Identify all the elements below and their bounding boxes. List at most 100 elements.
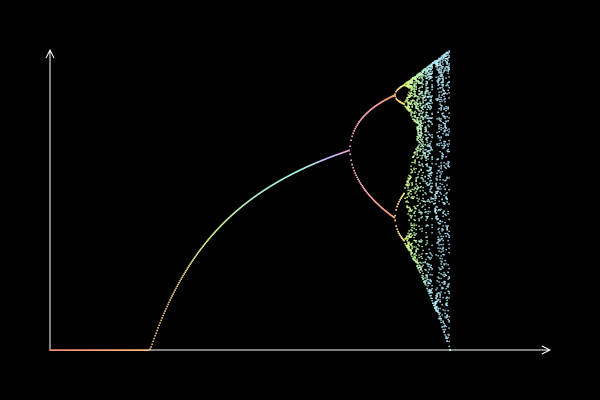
data-point [448, 143, 450, 145]
data-point [435, 289, 437, 291]
data-point [410, 244, 412, 246]
data-point [292, 172, 294, 175]
data-point [442, 63, 444, 65]
data-point [443, 56, 445, 58]
data-point [421, 76, 423, 78]
data-point [426, 103, 428, 106]
data-point [427, 174, 429, 177]
data-point [447, 286, 449, 288]
data-point [356, 176, 358, 179]
data-point [407, 179, 409, 182]
data-point [417, 176, 419, 178]
data-point [427, 158, 429, 160]
data-point [438, 292, 440, 294]
data-point [418, 270, 420, 272]
data-point [447, 53, 449, 55]
data-point [273, 183, 275, 185]
data-point [430, 117, 432, 119]
data-point [316, 161, 318, 164]
data-point [408, 83, 410, 85]
data-point [349, 145, 351, 147]
data-point [420, 135, 422, 137]
data-point [351, 135, 353, 138]
data-point [433, 304, 435, 306]
data-point [424, 74, 426, 77]
data-point [448, 55, 450, 57]
data-point [434, 202, 436, 204]
data-point [429, 169, 431, 172]
data-point [442, 235, 444, 238]
data-point [433, 203, 435, 205]
data-point [430, 294, 432, 297]
data-point [416, 118, 418, 120]
data-point [429, 144, 431, 146]
data-point [116, 349, 118, 351]
data-point [410, 87, 412, 89]
data-point [431, 67, 433, 69]
data-point [445, 77, 447, 79]
data-point [442, 133, 444, 135]
data-point [410, 253, 412, 256]
data-point [440, 129, 442, 131]
data-point [428, 200, 430, 202]
data-point [424, 68, 426, 70]
data-point [406, 82, 408, 84]
data-point [440, 291, 442, 293]
data-point [411, 88, 413, 90]
data-point [443, 185, 445, 188]
data-point [266, 187, 268, 190]
data-point [435, 212, 437, 215]
data-point [425, 130, 427, 133]
data-point [431, 244, 433, 247]
data-point [440, 173, 442, 175]
data-point [447, 120, 449, 122]
data-point [443, 161, 445, 164]
data-point [444, 67, 446, 69]
data-point [410, 92, 412, 94]
data-point [437, 254, 439, 257]
data-point [442, 215, 444, 217]
data-point [186, 268, 188, 270]
data-point [422, 197, 424, 200]
data-point [438, 250, 440, 252]
data-point [240, 206, 242, 208]
data-point [431, 84, 433, 86]
data-point [167, 303, 169, 306]
data-point [425, 284, 427, 286]
data-point [434, 62, 436, 64]
data-point [426, 288, 428, 290]
data-point [238, 208, 240, 210]
data-point [448, 63, 450, 65]
data-point [418, 211, 420, 214]
data-point [406, 181, 408, 183]
data-point [281, 178, 283, 181]
data-point [426, 263, 428, 265]
data-point [366, 191, 368, 194]
data-point [417, 173, 419, 176]
data-point [372, 107, 374, 109]
data-point [411, 79, 413, 81]
data-point [426, 217, 428, 220]
data-point [389, 213, 391, 216]
data-point [414, 77, 416, 79]
data-point [421, 97, 423, 99]
data-point [415, 87, 417, 89]
data-point [435, 216, 437, 218]
data-point [438, 277, 440, 280]
data-point [420, 82, 422, 85]
data-point [424, 211, 426, 214]
data-point [434, 195, 436, 197]
data-point [414, 116, 416, 118]
data-point [354, 128, 356, 130]
data-point [445, 225, 447, 227]
data-point [415, 241, 417, 243]
data-point [418, 254, 420, 256]
data-point [447, 72, 449, 75]
data-point [445, 127, 447, 129]
data-point [421, 216, 423, 218]
data-point [420, 90, 422, 93]
data-point [421, 77, 423, 80]
data-point [409, 93, 411, 95]
data-point [422, 264, 424, 266]
data-point [418, 266, 420, 268]
